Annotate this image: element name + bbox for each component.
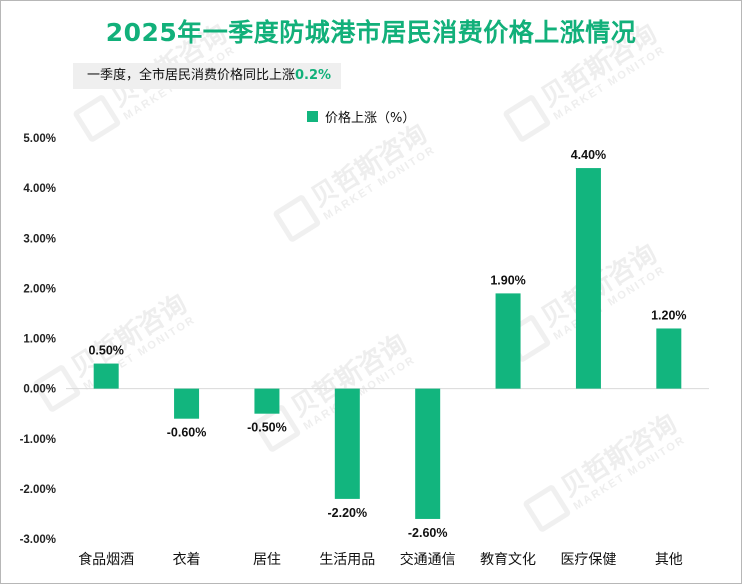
data-label: -0.60% xyxy=(167,426,207,440)
x-category-label: 生活用品 xyxy=(319,552,375,568)
data-label: 1.20% xyxy=(651,308,686,322)
data-label: 0.50% xyxy=(88,344,123,358)
x-category-label: 其他 xyxy=(655,552,683,568)
data-label: 1.90% xyxy=(490,273,525,287)
summary-note: 一季度，全市居民消费价格同比上涨0.2% xyxy=(73,63,342,89)
x-category-label: 教育文化 xyxy=(480,552,536,568)
bar xyxy=(254,388,280,414)
y-tick-label: -2.00% xyxy=(20,484,56,496)
bar xyxy=(575,168,601,389)
y-tick-label: -1.00% xyxy=(20,434,56,446)
data-label: -2.60% xyxy=(408,526,448,540)
bar xyxy=(656,328,682,389)
data-label: 4.40% xyxy=(571,148,606,162)
x-category-label: 交通通信 xyxy=(400,551,456,568)
y-tick-label: -3.00% xyxy=(20,534,56,546)
x-category-label: 居住 xyxy=(253,552,281,568)
y-tick-label: 4.00% xyxy=(23,183,56,195)
bar xyxy=(174,388,200,419)
bar xyxy=(415,388,441,519)
y-tick-label: 3.00% xyxy=(23,233,56,245)
legend-swatch xyxy=(307,110,318,122)
data-label: -2.20% xyxy=(328,506,368,520)
x-category-label: 医疗保健 xyxy=(560,552,616,568)
legend-label: 价格上涨（%） xyxy=(325,110,416,126)
y-tick-label: 5.00% xyxy=(23,133,56,145)
y-tick-label: 0.00% xyxy=(23,384,56,396)
bar xyxy=(93,363,119,389)
data-label: -0.50% xyxy=(247,421,287,435)
bar xyxy=(495,293,521,389)
summary-note-text: 一季度，全市居民消费价格同比上涨 xyxy=(87,68,296,83)
y-tick-label: 1.00% xyxy=(23,334,56,346)
chart-title: 2025年一季度防城港市居民消费价格上涨情况 xyxy=(105,18,637,47)
bar xyxy=(334,388,360,499)
summary-note-value: 0.2% xyxy=(295,68,332,83)
x-category-label: 衣着 xyxy=(173,552,201,568)
x-category-label: 食品烟酒 xyxy=(78,551,134,568)
legend: 价格上涨（%） xyxy=(307,106,415,126)
y-tick-label: 2.00% xyxy=(23,283,56,295)
